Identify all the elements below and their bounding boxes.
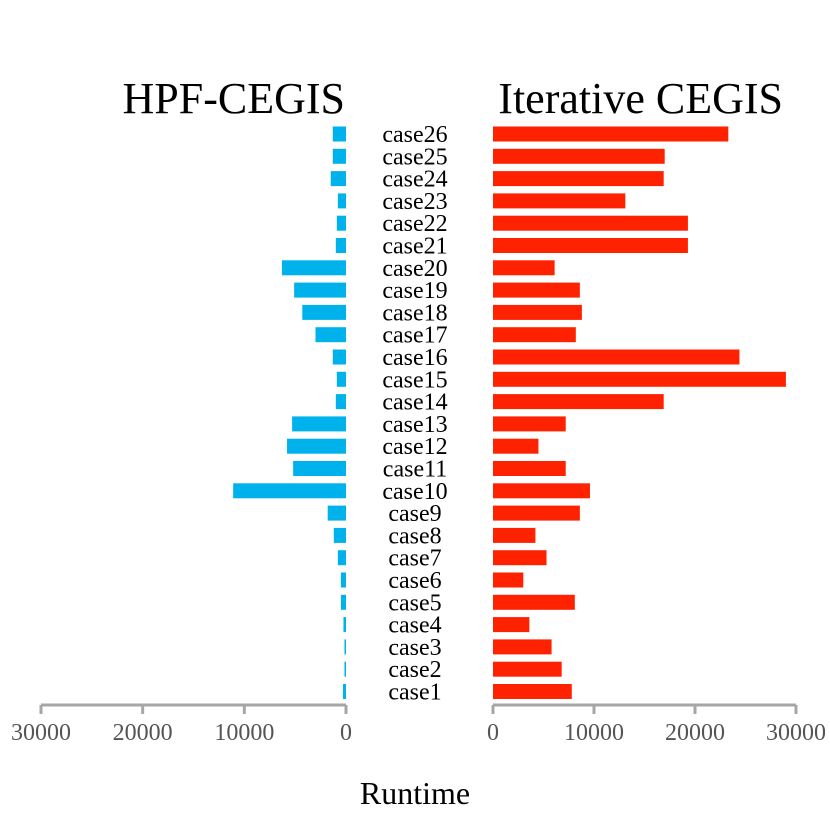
hpf-bar-case21 <box>335 238 346 253</box>
category-labels: case1case2case3case4case5case6case7case8… <box>382 122 447 706</box>
hpf-bar-case9 <box>327 505 346 521</box>
category-label-case15: case15 <box>382 367 447 393</box>
iterative-bar-case10 <box>493 483 590 499</box>
iterative-bar-case3 <box>493 639 552 655</box>
category-label-case20: case20 <box>382 256 447 282</box>
category-label-case12: case12 <box>382 434 447 460</box>
category-label-case17: case17 <box>382 323 447 349</box>
category-label-case22: case22 <box>382 211 447 237</box>
hpf-bar-case3 <box>344 639 346 655</box>
category-label-case18: case18 <box>382 300 447 326</box>
hpf-bar-case2 <box>344 661 346 677</box>
right-tick-label: 20000 <box>665 720 725 746</box>
iterative-bar-case15 <box>493 371 786 387</box>
iterative-bar-case24 <box>493 171 664 187</box>
iterative-bar-case14 <box>493 394 664 410</box>
hpf-bar-case10 <box>233 483 346 499</box>
hpf-bar-case14 <box>335 394 346 410</box>
iterative-bar-case8 <box>493 527 536 543</box>
hpf-bar-case4 <box>343 617 346 633</box>
category-label-case6: case6 <box>388 568 441 594</box>
iterative-bar-case12 <box>493 438 539 454</box>
right-tick-label: 30000 <box>766 720 826 746</box>
iterative-bar-case1 <box>493 684 572 699</box>
hpf-bar-case17 <box>315 327 346 343</box>
right-tick-label: 10000 <box>564 720 624 746</box>
left-bars <box>233 126 346 699</box>
x-axis-label: Runtime <box>360 775 470 811</box>
iterative-bar-case20 <box>493 260 555 276</box>
category-label-case21: case21 <box>382 234 447 260</box>
iterative-bar-case18 <box>493 304 582 320</box>
iterative-bar-case2 <box>493 661 562 677</box>
category-label-case25: case25 <box>382 144 447 170</box>
iterative-bar-case26 <box>493 126 729 142</box>
right-bars <box>493 126 786 699</box>
hpf-bar-case15 <box>336 371 346 387</box>
category-label-case19: case19 <box>382 278 447 304</box>
left-x-axis: 30000 20000 10000 0 <box>11 703 352 746</box>
left-tick-label: 30000 <box>11 720 71 746</box>
category-label-case5: case5 <box>388 590 441 616</box>
category-label-case4: case4 <box>388 613 441 639</box>
category-label-case7: case7 <box>388 546 441 572</box>
iterative-bar-case22 <box>493 215 688 231</box>
hpf-bar-case13 <box>292 416 346 432</box>
hpf-bar-case26 <box>332 126 346 142</box>
hpf-bar-case6 <box>340 572 346 588</box>
left-tick-label: 0 <box>340 720 352 746</box>
category-label-case24: case24 <box>382 167 447 193</box>
iterative-bar-case4 <box>493 617 530 633</box>
category-label-case16: case16 <box>382 345 447 371</box>
iterative-bar-case21 <box>493 238 688 253</box>
hpf-bar-case12 <box>287 438 346 454</box>
category-label-case23: case23 <box>382 189 447 215</box>
category-label-case8: case8 <box>388 523 441 549</box>
left-tick-label: 10000 <box>214 720 274 746</box>
hpf-bar-case18 <box>302 304 346 320</box>
category-label-case11: case11 <box>383 457 447 483</box>
category-label-case3: case3 <box>388 635 441 661</box>
category-label-case9: case9 <box>388 501 441 527</box>
iterative-bar-case5 <box>493 594 575 610</box>
iterative-bar-case23 <box>493 193 626 209</box>
category-label-case1: case1 <box>388 680 441 706</box>
iterative-bar-case11 <box>493 461 566 476</box>
hpf-bar-case8 <box>333 527 346 543</box>
iterative-bar-case19 <box>493 282 580 298</box>
category-label-case13: case13 <box>382 412 447 438</box>
hpf-bar-case5 <box>340 594 346 610</box>
iterative-bar-case13 <box>493 416 566 432</box>
iterative-bar-case9 <box>493 505 580 521</box>
iterative-bar-case6 <box>493 572 524 588</box>
iterative-bar-case16 <box>493 349 740 365</box>
left-tick-label: 20000 <box>113 720 173 746</box>
category-label-case10: case10 <box>382 479 447 505</box>
right-tick-label: 0 <box>487 720 499 746</box>
hpf-bar-case1 <box>342 684 346 699</box>
right-x-axis: 0 10000 20000 30000 <box>487 703 826 746</box>
iterative-bar-case7 <box>493 550 547 566</box>
right-panel-title: Iterative CEGIS <box>498 74 783 123</box>
iterative-bar-case17 <box>493 327 576 343</box>
hpf-bar-case25 <box>332 148 346 164</box>
hpf-bar-case20 <box>281 260 346 276</box>
hpf-bar-case11 <box>293 461 346 476</box>
left-panel-title: HPF-CEGIS <box>123 74 346 123</box>
hpf-bar-case22 <box>336 215 346 231</box>
category-label-case26: case26 <box>382 122 447 148</box>
iterative-bar-case25 <box>493 148 665 164</box>
hpf-bar-case23 <box>337 193 346 209</box>
hpf-bar-case24 <box>330 171 346 187</box>
hpf-bar-case16 <box>332 349 346 365</box>
category-label-case14: case14 <box>382 390 447 416</box>
hpf-bar-case7 <box>337 550 346 566</box>
hpf-bar-case19 <box>294 282 346 298</box>
category-label-case2: case2 <box>388 657 441 683</box>
